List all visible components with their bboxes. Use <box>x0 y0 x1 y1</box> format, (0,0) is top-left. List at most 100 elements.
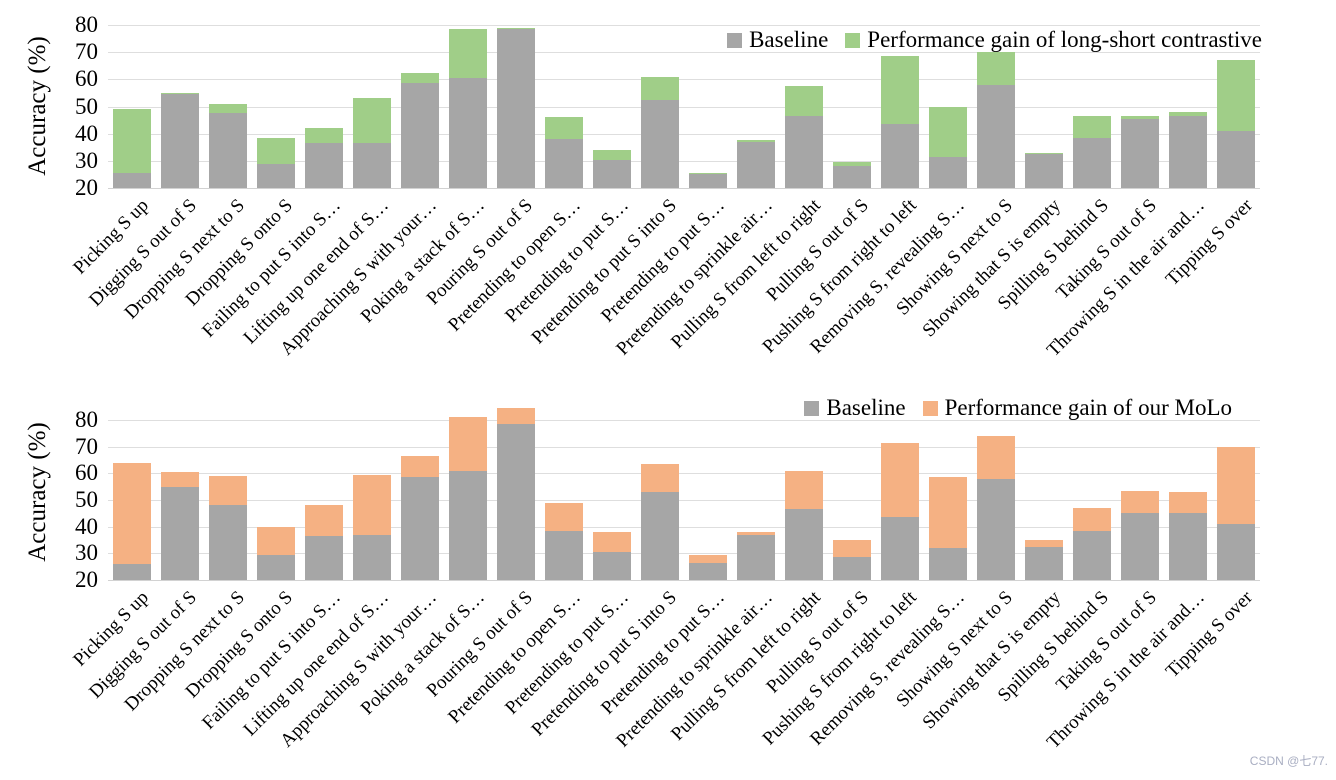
gridline <box>108 25 1260 26</box>
legend-label: Performance gain of long-short contrasti… <box>867 27 1262 52</box>
legend-item: Performance gain of our MoLo <box>922 395 1232 421</box>
bar-gain <box>353 98 391 144</box>
bar-baseline <box>785 116 823 188</box>
legend-item: Baseline <box>727 27 828 53</box>
x-axis-line <box>108 580 1260 581</box>
bar-gain <box>257 526 295 555</box>
bar-gain <box>209 103 247 114</box>
bar-gain <box>305 128 343 144</box>
bar-baseline <box>353 143 391 188</box>
gridline <box>108 500 1260 501</box>
y-tick-label: 60 <box>75 66 98 92</box>
bar-gain <box>497 27 535 30</box>
bar-baseline <box>305 536 343 580</box>
bar-baseline <box>1073 530 1111 580</box>
bar-baseline <box>209 113 247 188</box>
bar-gain <box>785 470 823 510</box>
y-tick-label: 40 <box>75 120 98 146</box>
bar-baseline <box>1073 137 1111 188</box>
bar-baseline <box>1121 118 1159 188</box>
plot-area <box>108 404 1260 581</box>
bar-baseline <box>449 78 487 188</box>
bar-gain <box>833 540 871 558</box>
bar-gain <box>977 52 1015 85</box>
legend-swatch-icon <box>922 400 938 416</box>
gridline <box>108 420 1260 421</box>
bar-baseline <box>449 470 487 580</box>
bar-baseline <box>401 83 439 188</box>
y-tick-label: 80 <box>75 407 98 432</box>
bar-baseline <box>833 166 871 188</box>
bar-gain <box>1073 508 1111 531</box>
bar-baseline <box>1217 130 1255 188</box>
legend-label: Performance gain of our MoLo <box>944 395 1232 420</box>
bar-gain <box>929 477 967 548</box>
legend-label: Baseline <box>826 395 906 420</box>
bar-baseline <box>1025 546 1063 580</box>
legend: Baseline Performance gain of our MoLo <box>804 395 1232 421</box>
bar-gain <box>161 92 199 95</box>
bar-baseline <box>881 517 919 580</box>
y-tick-label: 70 <box>75 433 98 459</box>
bar-gain <box>977 436 1015 479</box>
bar-gain <box>593 150 631 160</box>
bar-gain <box>1073 116 1111 138</box>
y-tick-label: 70 <box>75 39 98 65</box>
bar-baseline <box>593 159 631 188</box>
legend-swatch-icon <box>727 32 743 48</box>
bar-gain <box>689 173 727 175</box>
y-tick-label: 20 <box>75 567 98 592</box>
gridline <box>108 52 1260 54</box>
bar-gain <box>305 505 343 536</box>
legend-swatch-icon <box>845 32 861 48</box>
bar-gain <box>1217 60 1255 131</box>
bar-gain <box>545 502 583 531</box>
bar-gain <box>881 442 919 518</box>
bar-baseline <box>689 562 727 580</box>
y-tick-label: 30 <box>75 540 98 566</box>
bar-baseline <box>161 94 199 188</box>
legend-item: Baseline <box>804 395 906 421</box>
bar-gain <box>449 417 487 471</box>
bar-baseline <box>113 564 151 580</box>
bar-baseline <box>497 424 535 580</box>
bar-gain <box>113 109 151 174</box>
bar-baseline <box>1217 524 1255 580</box>
gridline <box>108 446 1260 448</box>
bar-baseline <box>833 557 871 580</box>
bar-baseline <box>305 143 343 188</box>
y-tick-label: 50 <box>75 93 98 119</box>
bar-baseline <box>737 534 775 580</box>
bar-gain <box>833 162 871 167</box>
legend-label: Baseline <box>749 27 829 52</box>
bar-baseline <box>113 173 151 188</box>
bar-gain <box>593 532 631 552</box>
bar-gain <box>545 117 583 140</box>
bar-baseline <box>257 554 295 580</box>
y-tick-label: 60 <box>75 460 98 486</box>
bar-gain <box>1169 492 1207 514</box>
bar-gain <box>641 464 679 492</box>
bar-baseline <box>353 534 391 580</box>
bar-gain <box>449 29 487 78</box>
legend-swatch-icon <box>804 400 820 416</box>
bar-baseline <box>1121 513 1159 580</box>
bar-gain <box>1025 152 1063 154</box>
bar-baseline <box>545 530 583 580</box>
bar-baseline <box>641 492 679 580</box>
legend-item: Performance gain of long-short contrasti… <box>845 27 1262 53</box>
bar-baseline <box>497 29 535 188</box>
bar-gain <box>737 140 775 142</box>
bar-gain <box>689 554 727 563</box>
gridline <box>108 526 1260 528</box>
y-tick-label: 20 <box>75 175 98 200</box>
bar-gain <box>737 532 775 535</box>
bar-gain <box>401 72 439 84</box>
gridline <box>108 553 1260 555</box>
bar-gain <box>641 76 679 100</box>
gridline <box>108 160 1260 162</box>
bar-baseline <box>593 552 631 580</box>
bar-gain <box>209 476 247 506</box>
bar-baseline <box>1169 116 1207 188</box>
bar-baseline <box>929 548 967 580</box>
